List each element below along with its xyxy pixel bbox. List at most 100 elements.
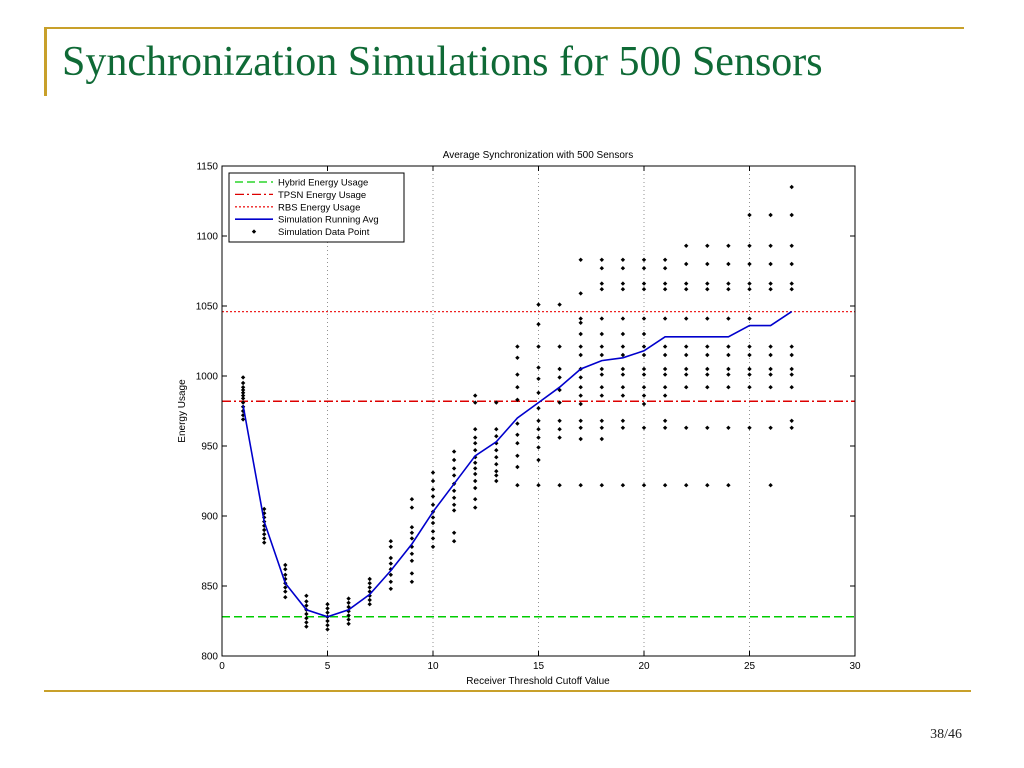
data-point	[240, 393, 246, 398]
data-point	[536, 418, 541, 423]
data-point	[325, 618, 330, 624]
data-point	[705, 281, 710, 286]
data-point	[599, 287, 604, 292]
x-tick-label: 5	[325, 661, 331, 672]
data-point	[662, 281, 668, 286]
data-point	[262, 532, 267, 537]
data-point	[515, 421, 520, 426]
data-point	[662, 316, 668, 321]
data-point	[494, 455, 499, 460]
data-point	[240, 390, 246, 395]
data-point	[557, 483, 562, 488]
x-tick-label: 0	[219, 661, 225, 672]
data-point	[641, 316, 647, 321]
chart-title: Average Synchronization with 500 Sensors	[443, 150, 633, 161]
data-point	[599, 281, 604, 286]
data-point	[409, 505, 415, 510]
data-point	[578, 316, 583, 321]
data-point	[430, 520, 436, 526]
data-point	[515, 483, 520, 488]
data-point	[684, 344, 689, 349]
data-point	[789, 385, 794, 390]
data-point	[409, 558, 415, 563]
data-point	[599, 483, 604, 488]
data-point	[262, 511, 267, 516]
data-point	[768, 366, 773, 372]
data-point	[240, 400, 246, 405]
data-point	[578, 352, 583, 358]
data-point	[578, 320, 583, 325]
data-point	[747, 316, 752, 321]
data-point	[536, 302, 541, 307]
top-accent-rule	[44, 27, 964, 29]
data-point	[536, 322, 541, 327]
data-point	[789, 281, 794, 286]
x-axis-label: Receiver Threshold Cutoff Value	[466, 676, 610, 687]
data-point	[536, 344, 541, 349]
y-tick-label: 950	[201, 442, 218, 453]
data-point	[705, 287, 710, 292]
data-point	[768, 212, 773, 218]
data-point	[262, 527, 267, 533]
data-point	[536, 406, 541, 411]
data-point	[473, 466, 478, 471]
data-point	[789, 425, 794, 430]
x-tick-label: 25	[744, 661, 756, 672]
data-point	[304, 624, 309, 629]
data-point	[451, 457, 457, 463]
data-point	[641, 257, 647, 262]
data-points-layer	[240, 184, 794, 632]
data-point	[557, 366, 562, 372]
running-average-line	[242, 310, 793, 618]
data-point	[684, 372, 689, 377]
x-tick-label: 20	[638, 661, 650, 672]
data-point	[515, 464, 520, 470]
grid-layer	[327, 166, 750, 656]
data-point	[684, 243, 689, 248]
data-point	[240, 387, 246, 393]
data-point	[388, 572, 393, 577]
data-point	[684, 483, 689, 488]
data-point	[346, 617, 351, 622]
data-point	[599, 418, 604, 423]
y-tick-label: 1000	[196, 372, 219, 383]
data-point	[536, 365, 541, 370]
data-point	[557, 427, 562, 432]
data-point	[705, 261, 710, 267]
data-point	[768, 483, 773, 488]
data-point	[662, 385, 668, 390]
data-point	[430, 529, 436, 534]
data-point	[325, 623, 330, 628]
data-point	[578, 385, 583, 390]
data-point	[283, 595, 288, 600]
data-point	[536, 427, 541, 432]
data-point	[367, 593, 372, 598]
data-point	[747, 344, 752, 349]
data-point	[641, 372, 647, 377]
data-point	[430, 502, 436, 507]
data-point	[599, 425, 604, 430]
data-point	[515, 385, 520, 390]
data-point	[662, 287, 668, 292]
data-point	[409, 551, 415, 556]
data-point	[536, 376, 541, 381]
data-point	[494, 473, 499, 478]
data-point	[515, 441, 520, 446]
data-point	[662, 344, 668, 349]
data-point	[684, 287, 689, 292]
data-point	[641, 266, 647, 271]
data-point	[726, 372, 731, 377]
data-point	[620, 385, 626, 390]
data-point	[599, 316, 604, 321]
data-point	[367, 585, 372, 590]
data-point	[515, 432, 520, 437]
data-point	[789, 418, 794, 423]
data-point	[662, 266, 668, 271]
data-point	[346, 609, 351, 614]
y-tick-label: 800	[201, 652, 218, 663]
data-point	[578, 344, 583, 349]
legend-label: Hybrid Energy Usage	[278, 178, 368, 189]
data-point	[451, 466, 457, 471]
data-point	[662, 418, 668, 423]
